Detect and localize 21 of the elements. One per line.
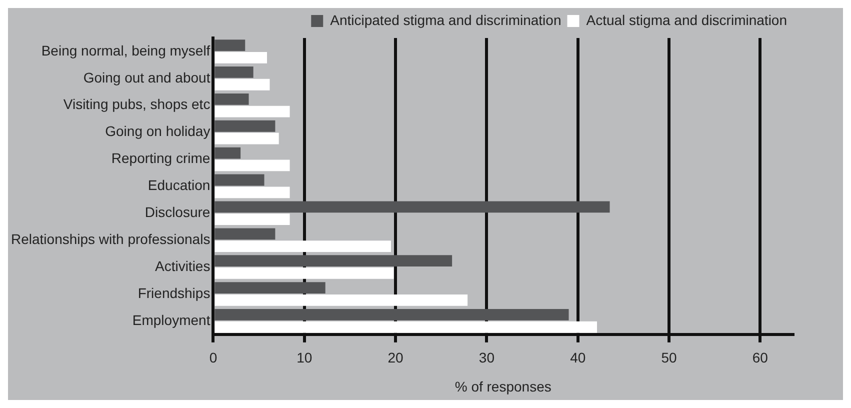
y-tick-label: Going on holiday xyxy=(105,123,210,140)
x-tick-label: 40 xyxy=(570,350,586,366)
y-tick-label: Education xyxy=(148,177,210,194)
x-tick-label: 10 xyxy=(296,350,312,366)
x-tick-label: 50 xyxy=(661,350,678,366)
y-tick-label: Reporting crime xyxy=(111,150,210,166)
y-tick-label: Being normal, being myself xyxy=(41,42,210,58)
y-tick-label: Visiting pubs, shops etc xyxy=(63,96,210,112)
y-tick-label: Relationships with professionals xyxy=(10,230,210,247)
x-tick-label: 30 xyxy=(478,350,495,366)
y-tick-label: Going out and about xyxy=(83,69,210,86)
y-tick-label: Activities xyxy=(154,258,210,274)
x-tick-label: 0 xyxy=(209,350,218,366)
x-tick-label: 60 xyxy=(752,350,768,366)
legend-label: Actual stigma and discrimination xyxy=(586,12,788,28)
y-tick-label: Friendships xyxy=(138,284,210,301)
x-axis-title: % of responses xyxy=(454,378,552,394)
y-tick-label: Employment xyxy=(132,312,210,328)
legend-label: Anticipated stigma and discrimination xyxy=(330,12,562,28)
x-tick-label: 20 xyxy=(388,350,404,366)
y-tick-label: Disclosure xyxy=(144,204,210,220)
